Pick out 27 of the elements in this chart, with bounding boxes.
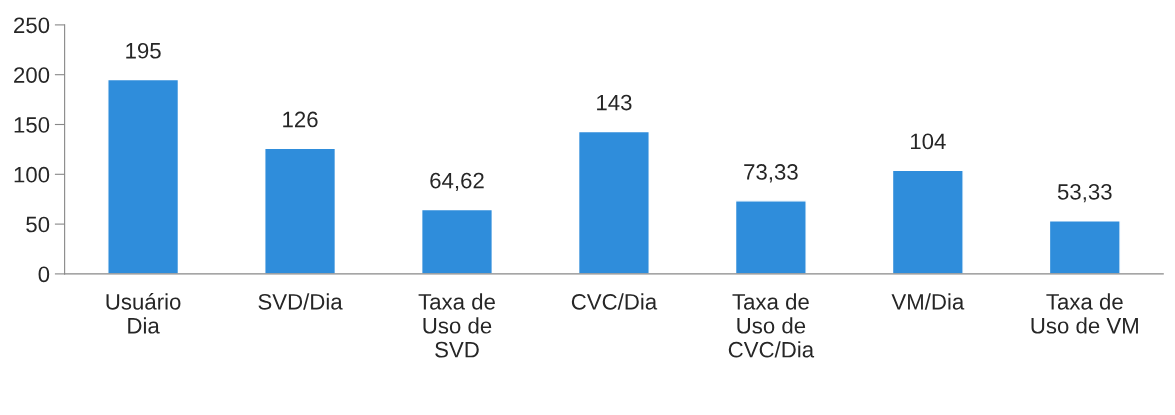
x-tick-label: Taxa de Uso de VM	[1031, 293, 1138, 334]
data-label: 143	[597, 94, 632, 111]
x-tick-label: CVC/Dia	[571, 293, 658, 310]
data-label: 73,33	[744, 164, 798, 183]
y-tick-label: 250	[14, 17, 50, 34]
bar	[891, 169, 964, 274]
x-tick-label: VM/Dia	[891, 293, 965, 310]
x-tick-label: SVD/Dia	[258, 293, 343, 310]
data-label: 64,62	[430, 172, 484, 192]
x-tick-label: Taxa de Uso de CVC/Dia	[728, 293, 815, 358]
y-tick-label: 100	[14, 166, 50, 183]
y-tick-label: 150	[14, 117, 50, 133]
y-tick-label: 0	[38, 266, 50, 283]
bar	[264, 147, 337, 274]
bar	[1048, 220, 1121, 274]
x-tick-label: Taxa de Uso de SVD	[418, 293, 495, 358]
bar	[420, 208, 493, 274]
data-label: 53,33	[1057, 183, 1112, 203]
y-tick-label: 50	[26, 216, 50, 233]
data-label: 195	[126, 42, 161, 59]
bar	[577, 130, 650, 274]
data-label: 104	[910, 133, 946, 150]
data-label: 126	[283, 111, 318, 128]
y-tick-label: 200	[14, 67, 50, 83]
bar	[107, 78, 180, 274]
bar	[734, 200, 807, 274]
x-tick-label: Usuário Dia	[106, 293, 181, 334]
